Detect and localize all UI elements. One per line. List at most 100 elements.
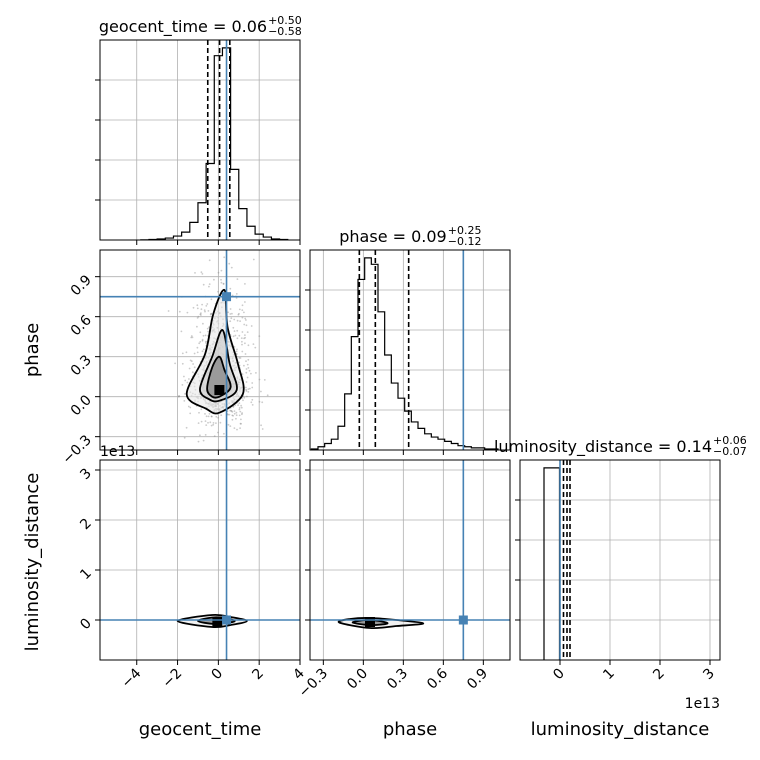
sample-point bbox=[239, 410, 242, 413]
sample-point bbox=[238, 407, 241, 409]
sample-point bbox=[238, 357, 241, 359]
sample-point bbox=[181, 384, 184, 386]
sample-point bbox=[230, 266, 233, 269]
sample-point bbox=[209, 421, 212, 424]
x-tick-label: 2 bbox=[249, 666, 267, 684]
sample-point bbox=[243, 396, 246, 399]
density-peak bbox=[214, 385, 225, 395]
sample-point bbox=[233, 427, 236, 429]
sample-point bbox=[184, 393, 186, 395]
sample-point bbox=[220, 281, 223, 284]
sample-point bbox=[247, 388, 250, 390]
sample-point bbox=[231, 418, 234, 421]
sample-point bbox=[189, 359, 192, 362]
title-luminosity_distance: luminosity_distance = 0.14 +0.06−0.07 bbox=[494, 434, 747, 458]
sample-point bbox=[252, 258, 255, 261]
sample-point bbox=[207, 330, 210, 333]
sample-point bbox=[251, 404, 254, 406]
axes-frame bbox=[99, 459, 301, 661]
sample-point bbox=[233, 346, 236, 348]
sample-point bbox=[236, 428, 238, 431]
sample-point bbox=[196, 325, 198, 328]
sample-point bbox=[244, 334, 246, 336]
x-axis-label-luminosity-distance: luminosity_distance bbox=[531, 719, 710, 740]
sample-point bbox=[223, 432, 225, 435]
sample-point bbox=[245, 390, 248, 392]
sample-point bbox=[251, 382, 254, 384]
sample-point bbox=[177, 395, 180, 398]
sample-point bbox=[200, 314, 202, 316]
axes-frame bbox=[99, 39, 301, 241]
sample-point bbox=[213, 435, 216, 437]
sample-point bbox=[238, 414, 241, 417]
sample-point bbox=[202, 334, 205, 337]
panel-hist-geocent-time: geocent_time = 0.06 +0.50−0.58 bbox=[95, 14, 302, 245]
sample-point bbox=[241, 413, 243, 416]
sample-point bbox=[208, 412, 211, 415]
sample-point bbox=[239, 422, 242, 425]
sample-point bbox=[227, 423, 230, 426]
x-tick-label: 2 bbox=[650, 666, 668, 684]
sample-point bbox=[178, 395, 180, 398]
sample-point bbox=[202, 283, 205, 286]
sample-point bbox=[260, 424, 262, 427]
sample-point bbox=[241, 331, 244, 333]
x-tick-label: 1 bbox=[600, 666, 618, 684]
sample-point bbox=[192, 306, 195, 309]
sample-point bbox=[232, 405, 235, 408]
sample-point bbox=[206, 303, 209, 305]
sample-point bbox=[190, 336, 193, 339]
sample-point bbox=[229, 425, 232, 427]
sample-point bbox=[217, 290, 219, 293]
sample-point bbox=[243, 311, 245, 314]
title-upper-error: +0.25 bbox=[448, 224, 482, 237]
sample-point bbox=[236, 353, 238, 355]
sample-point bbox=[199, 313, 202, 316]
sample-point bbox=[266, 394, 269, 397]
sample-point bbox=[236, 319, 239, 322]
truth-marker bbox=[222, 292, 232, 302]
sample-point bbox=[230, 317, 233, 320]
sample-point bbox=[236, 278, 239, 280]
sample-point bbox=[196, 351, 199, 354]
sample-point bbox=[227, 311, 230, 314]
gridlines bbox=[310, 250, 510, 450]
sample-point bbox=[210, 424, 213, 427]
sample-point bbox=[222, 282, 225, 285]
sample-point bbox=[239, 357, 242, 359]
sample-point bbox=[261, 428, 264, 430]
sample-point bbox=[235, 350, 238, 353]
gridlines bbox=[100, 250, 301, 450]
sample-point bbox=[186, 311, 189, 314]
sample-point bbox=[212, 422, 215, 424]
density-luminosity_distance_vs_phase bbox=[310, 460, 510, 660]
sample-point bbox=[207, 415, 210, 418]
sample-point bbox=[233, 330, 236, 332]
sample-point bbox=[200, 420, 203, 423]
sample-point bbox=[240, 422, 242, 425]
sample-point bbox=[183, 400, 186, 402]
sample-point bbox=[240, 404, 243, 407]
sample-point bbox=[188, 367, 191, 370]
sample-point bbox=[201, 338, 204, 341]
sample-point bbox=[245, 324, 248, 327]
sample-point bbox=[245, 360, 247, 363]
sample-point bbox=[230, 410, 233, 412]
sample-point bbox=[200, 308, 203, 311]
x-tick-label: 0.6 bbox=[424, 665, 451, 692]
title-upper-error: +0.50 bbox=[268, 14, 302, 27]
sample-point bbox=[181, 362, 184, 365]
sample-point bbox=[181, 352, 184, 355]
sample-point bbox=[250, 401, 253, 404]
axes-frame bbox=[99, 249, 301, 451]
sample-point bbox=[197, 440, 200, 443]
sample-point bbox=[184, 379, 187, 382]
contour-outer bbox=[337, 617, 425, 630]
sample-point bbox=[246, 376, 249, 379]
sample-point bbox=[229, 287, 232, 290]
sample-point bbox=[248, 387, 251, 390]
sample-point bbox=[199, 434, 201, 437]
sample-point bbox=[231, 312, 233, 315]
sample-point bbox=[244, 336, 247, 339]
sample-point bbox=[250, 325, 253, 327]
